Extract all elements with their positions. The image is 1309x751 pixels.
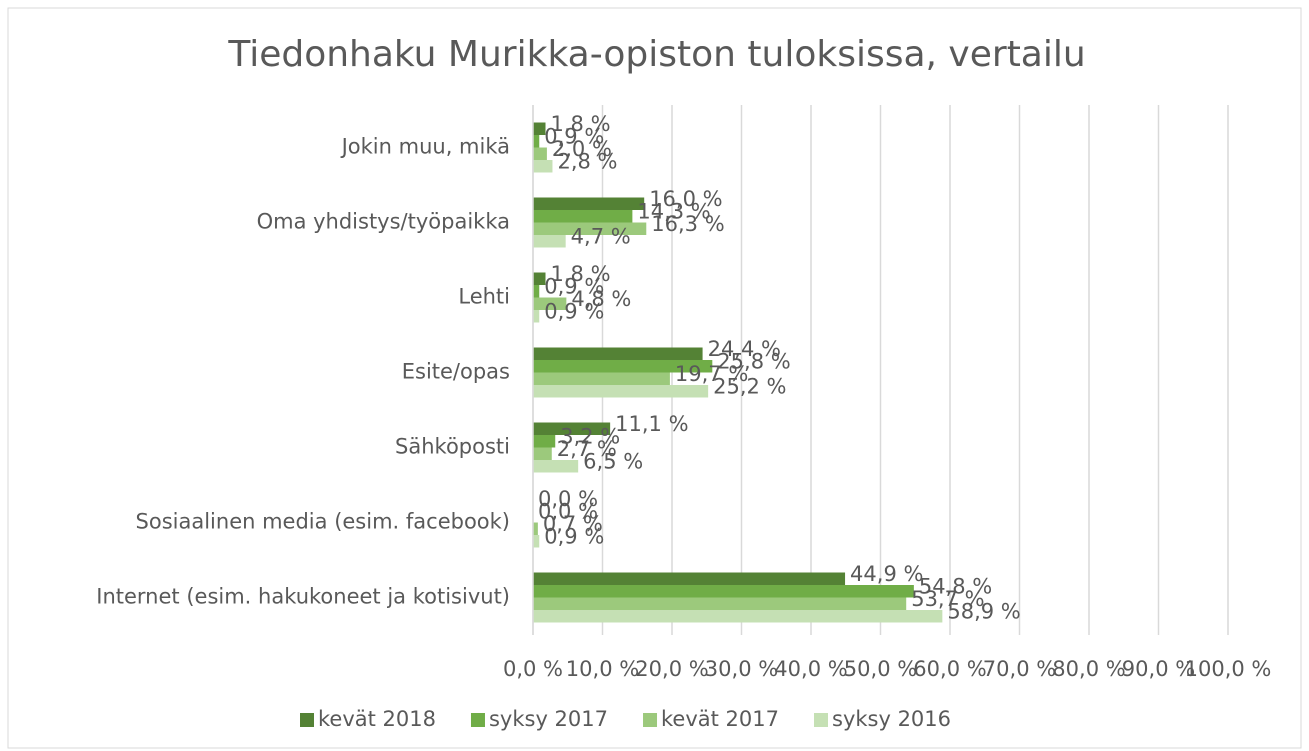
value-label: 0,9 % [544,274,604,298]
value-label: 16,3 % [651,212,724,236]
bar [533,422,611,435]
x-tick-label: 80,0 % [1052,657,1125,681]
value-label: 2,0 % [552,137,612,161]
bar [533,372,670,385]
legend-swatch [643,713,658,727]
bar [533,585,914,598]
value-label: 1,8 % [551,112,611,136]
bar [533,385,709,398]
bar [533,297,567,310]
value-label: 1,8 % [551,262,611,286]
x-tick-label: 20,0 % [635,657,708,681]
bar [533,272,546,285]
y-tick-label: Jokin muu, mikä [340,135,510,159]
bar [533,210,633,223]
bar [533,285,540,298]
legend-label: syksy 2017 [489,707,608,731]
y-tick-label: Oma yhdistys/työpaikka [257,210,510,234]
chart-title: Tiedonhaku Murikka-opiston tuloksissa, v… [227,34,1085,75]
x-tick-label: 90,0 % [1122,657,1195,681]
value-label: 11,1 % [615,412,688,436]
value-label: 2,8 % [557,149,617,173]
bar [533,610,943,623]
value-label: 53,7 % [911,587,984,611]
x-tick-label: 0,0 % [503,657,563,681]
value-label: 0,9 % [544,299,604,323]
bar [533,310,540,323]
legend-label: kevät 2018 [318,707,436,731]
legend-label: syksy 2016 [832,707,951,731]
value-label: 14,3 % [637,199,710,223]
x-tick-label: 50,0 % [844,657,917,681]
y-tick-label: Lehti [458,285,510,309]
bar [533,435,556,448]
bar [533,597,907,610]
bar [533,535,540,548]
value-label: 44,9 % [850,562,923,586]
y-tick-label: Esite/opas [402,360,510,384]
y-tick-label: Internet (esim. hakukoneet ja kotisivut) [96,585,510,609]
value-label: 25,8 % [717,349,790,373]
bar [533,222,647,235]
value-label: 25,2 % [713,374,786,398]
value-label: 19,7 % [675,362,748,386]
bar [533,572,846,585]
value-label: 4,7 % [571,224,631,248]
value-label: 4,8 % [571,287,631,311]
bar [533,460,579,473]
value-label: 54,8 % [919,574,992,598]
bar [533,235,566,248]
x-tick-label: 10,0 % [566,657,639,681]
value-label: 16,0 % [649,187,722,211]
bar [533,160,553,173]
x-tick-label: 60,0 % [913,657,986,681]
bar [533,197,645,210]
value-label: 0,7 % [543,512,603,536]
bar [533,147,547,160]
value-label: 24,4 % [708,337,781,361]
value-label: 58,9 % [947,599,1020,623]
x-tick-label: 100,0 % [1185,657,1272,681]
value-label: 6,5 % [583,449,643,473]
bar [533,135,540,148]
y-tick-label: Sähköposti [395,435,510,459]
x-tick-label: 70,0 % [983,657,1056,681]
legend-swatch [814,713,828,727]
value-label: 3,2 % [560,424,620,448]
bar [533,122,546,135]
bar [533,347,703,360]
value-label: 0,0 % [538,499,598,523]
x-tick-label: 30,0 % [705,657,778,681]
value-label: 0,0 % [538,487,598,511]
x-tick-label: 40,0 % [774,657,847,681]
legend-label: kevät 2017 [661,707,779,731]
value-label: 0,9 % [544,124,604,148]
bar [533,447,552,460]
legend-swatch [470,713,485,727]
value-label: 2,7 % [557,437,617,461]
bar [533,360,713,373]
legend-swatch [300,713,314,727]
y-tick-label: Sosiaalinen media (esim. facebook) [136,510,510,534]
value-label: 0,9 % [544,524,604,548]
bar [533,522,538,535]
